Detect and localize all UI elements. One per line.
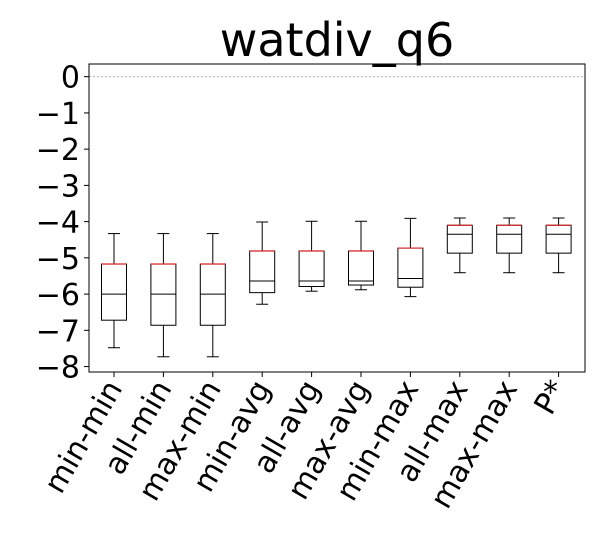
y-tick-label: −1 bbox=[36, 97, 80, 132]
y-tick-label: −6 bbox=[36, 278, 80, 313]
x-tick-label: P* bbox=[528, 375, 575, 421]
box-P* bbox=[545, 224, 572, 254]
box-all-max bbox=[446, 224, 473, 254]
box-min-max bbox=[397, 247, 424, 288]
y-tick-label: −4 bbox=[36, 206, 80, 241]
y-tick-label: −3 bbox=[36, 169, 80, 204]
chart-title: watdiv_q6 bbox=[220, 13, 455, 67]
box-all-min bbox=[150, 263, 177, 326]
box-max-avg bbox=[348, 250, 374, 286]
y-tick-label: −2 bbox=[36, 133, 80, 168]
y-tick-label: 0 bbox=[61, 61, 80, 96]
box-min-min bbox=[101, 263, 127, 321]
box-max-min bbox=[199, 263, 226, 326]
box-max-max bbox=[496, 224, 523, 254]
y-tick-label: −8 bbox=[36, 351, 80, 386]
box-min-avg bbox=[249, 250, 276, 294]
axes-frame bbox=[88, 63, 586, 373]
y-tick-label: −5 bbox=[36, 242, 80, 277]
plot-area: 0−1−2−3−4−5−6−7−8min-minall-minmax-minmi… bbox=[36, 61, 586, 515]
y-tick-label: −7 bbox=[36, 314, 80, 349]
